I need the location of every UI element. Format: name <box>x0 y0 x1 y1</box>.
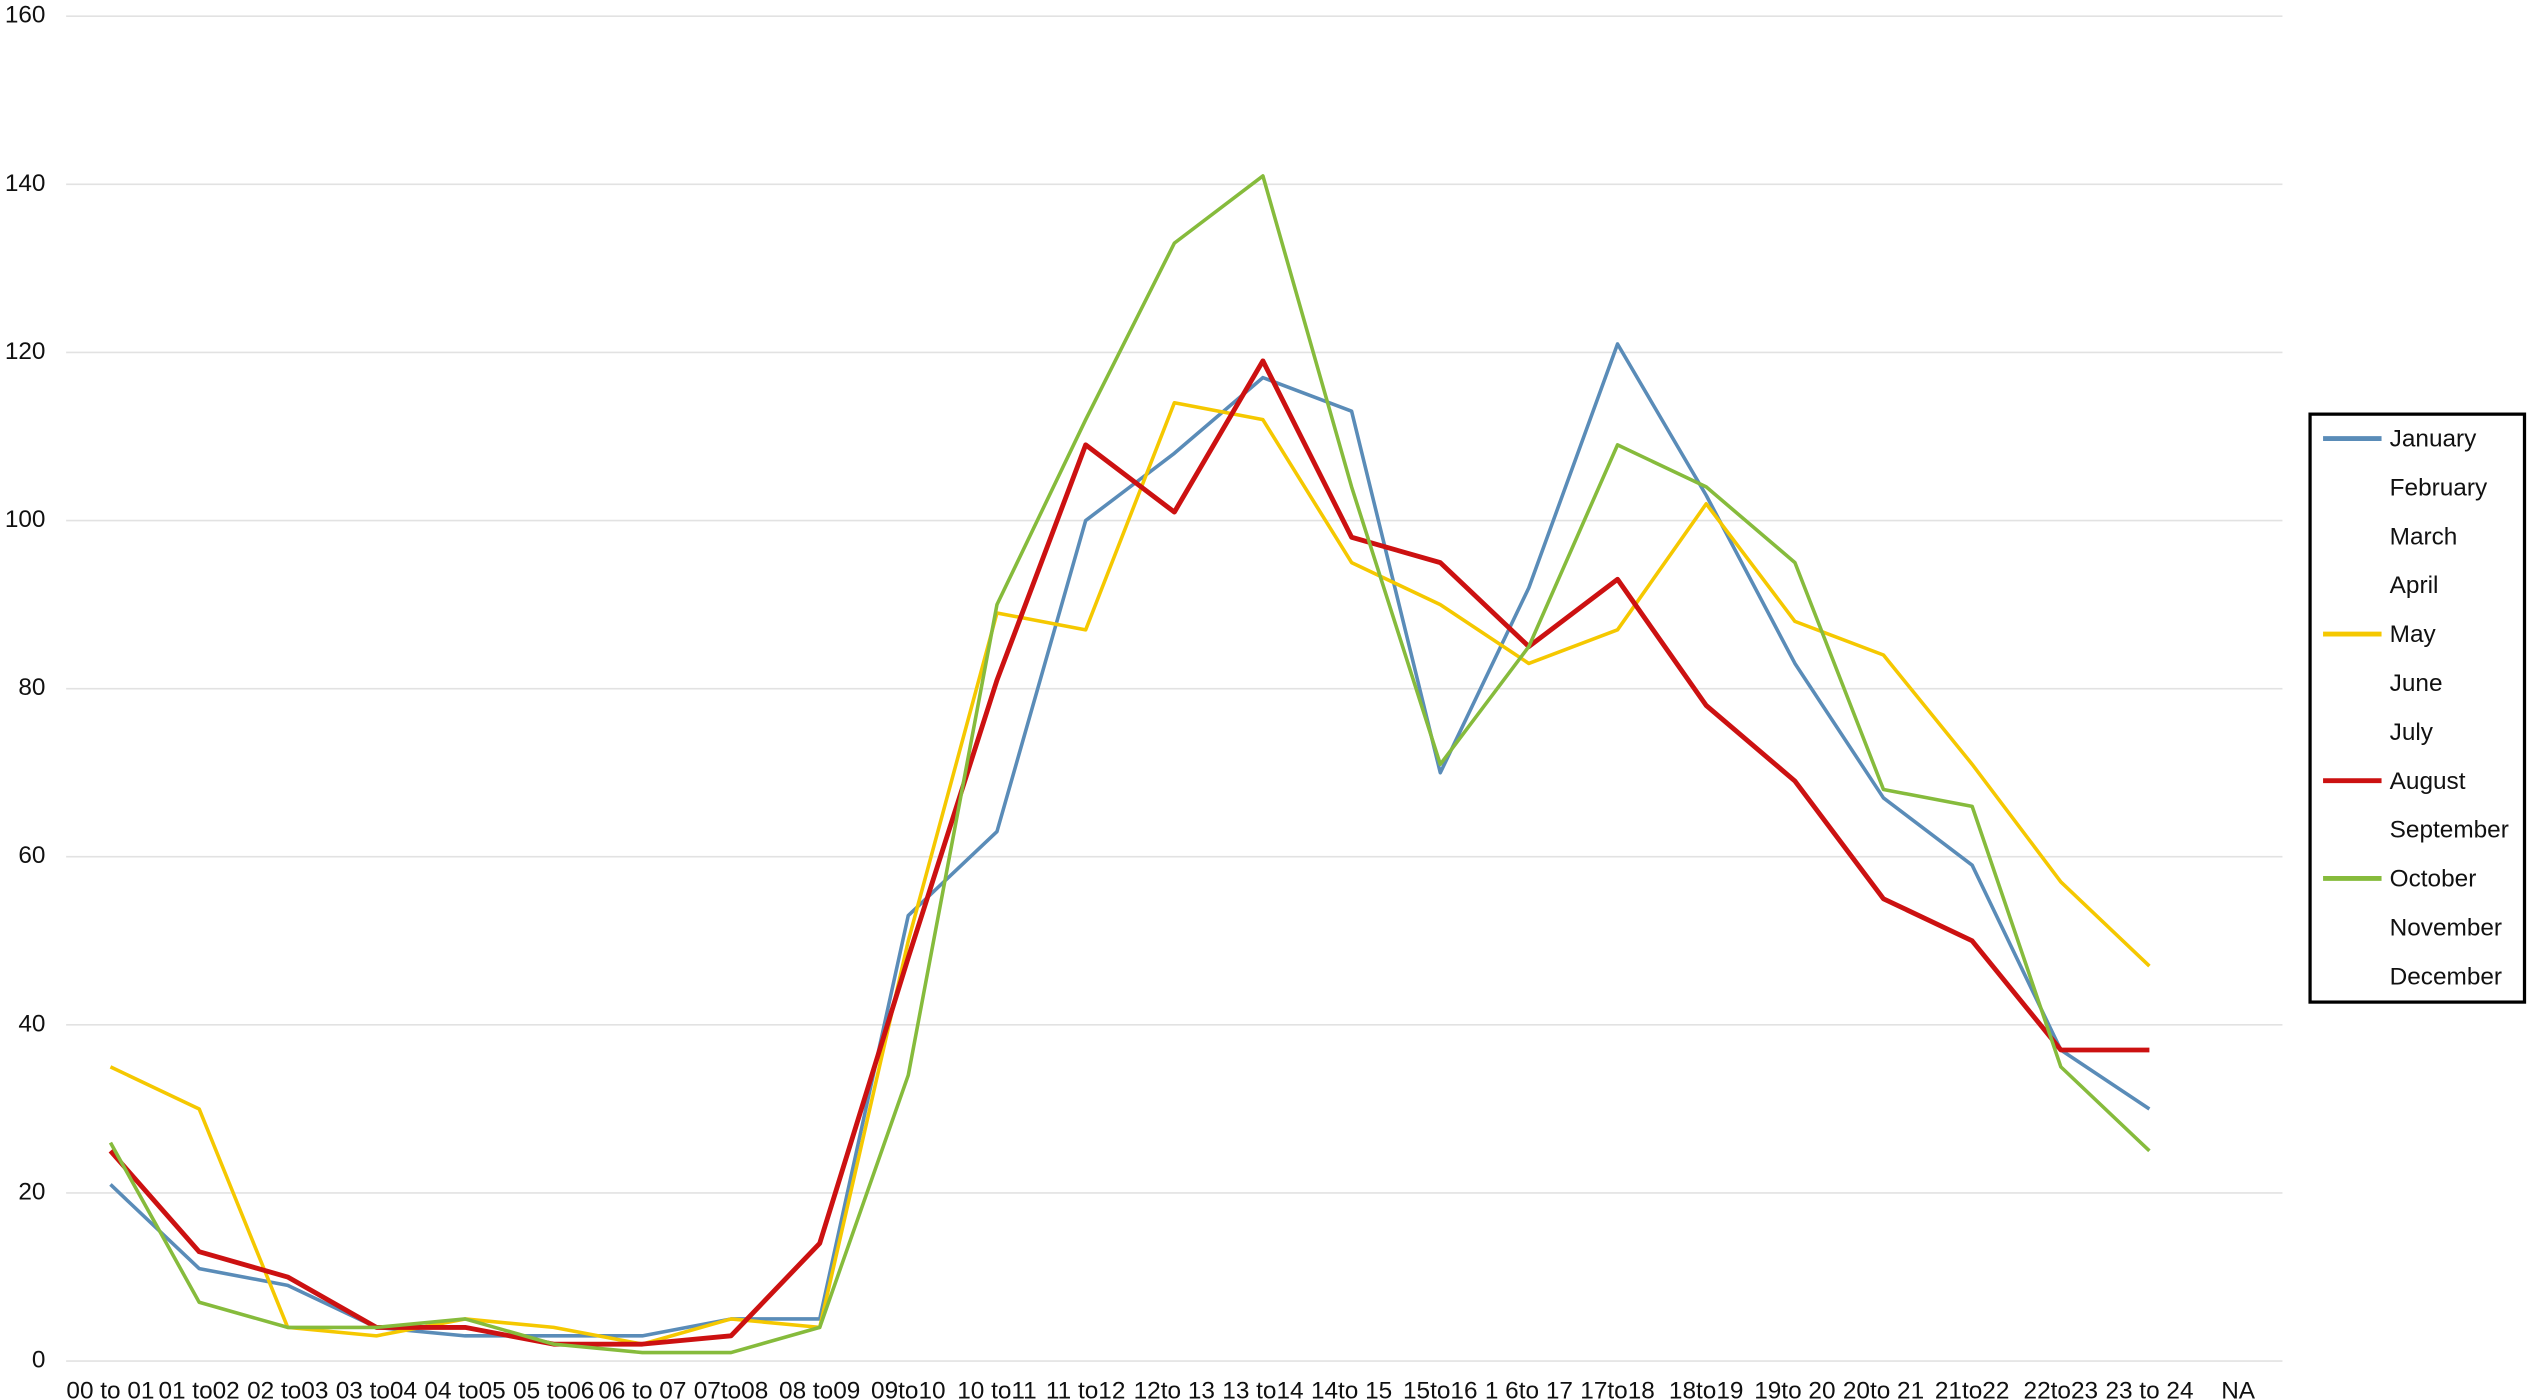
y-tick-label: 100 <box>5 506 46 533</box>
legend-label: May <box>2390 621 2437 648</box>
y-tick-label: 140 <box>5 170 46 197</box>
y-tick-label: 60 <box>18 842 45 869</box>
y-tick-label: 20 <box>18 1178 45 1205</box>
legend-label: April <box>2390 572 2439 599</box>
x-tick-label: 15to16 <box>1403 1377 1478 1400</box>
legend-label: July <box>2390 719 2434 746</box>
x-tick-label: NA <box>2221 1377 2256 1400</box>
y-tick-label: 120 <box>5 338 46 365</box>
x-tick-label: 13 to14 <box>1222 1377 1303 1400</box>
x-tick-label: 19to 20 <box>1754 1377 1835 1400</box>
x-tick-label: 05 to06 <box>513 1377 594 1400</box>
x-tick-label: 10 to11 <box>957 1377 1036 1400</box>
x-tick-label: 07to08 <box>694 1377 769 1400</box>
legend: January February March April May June July Augu… <box>2308 412 2527 1004</box>
series-line <box>108 358 2150 1347</box>
x-tick-label: 18to19 <box>1669 1377 1744 1400</box>
x-tick-label: 06 to 07 <box>598 1377 686 1400</box>
legend-box <box>2308 412 2527 1004</box>
y-tick-label: 0 <box>32 1346 46 1373</box>
series-line <box>108 174 2151 1355</box>
legend-label: August <box>2390 768 2466 795</box>
series-line <box>109 342 2151 1338</box>
legend-label: March <box>2390 523 2458 550</box>
x-tick-label: 20to 21 <box>1843 1377 1924 1400</box>
legend-label: June <box>2390 670 2443 697</box>
x-tick-label: 1 6to 17 <box>1485 1377 1573 1400</box>
legend-label: December <box>2390 963 2502 990</box>
legend-label: September <box>2390 817 2509 844</box>
y-tick-label: 160 <box>5 2 46 29</box>
x-tick-label: 11 to12 <box>1046 1377 1125 1400</box>
legend-label: October <box>2390 866 2477 893</box>
x-tick-label: 22to23 <box>2024 1377 2099 1400</box>
x-tick-label: 04 to05 <box>424 1377 505 1400</box>
legend-label: February <box>2390 474 2488 501</box>
x-tick-label: 02 to03 <box>247 1377 328 1400</box>
x-tick-label: 09to10 <box>871 1377 946 1400</box>
series-line <box>109 400 2151 1346</box>
x-tick-label: 23 to 24 <box>2105 1377 2193 1400</box>
x-tick-label: 01 to02 <box>158 1377 239 1400</box>
x-tick-label: 03 to04 <box>336 1377 417 1400</box>
y-tick-label: 40 <box>18 1010 45 1037</box>
x-tick-label: 08 to09 <box>779 1377 860 1400</box>
x-tick-label: 12to 13 <box>1134 1377 1215 1400</box>
x-tick-label: 14to 15 <box>1311 1377 1392 1400</box>
x-tick-label: 17to18 <box>1580 1377 1655 1400</box>
y-tick-label: 80 <box>18 674 45 701</box>
x-tick-label: 21to22 <box>1935 1377 2010 1400</box>
x-tick-label: 00 to 01 <box>66 1377 154 1400</box>
legend-label: November <box>2390 914 2502 941</box>
legend-label: January <box>2390 426 2477 453</box>
